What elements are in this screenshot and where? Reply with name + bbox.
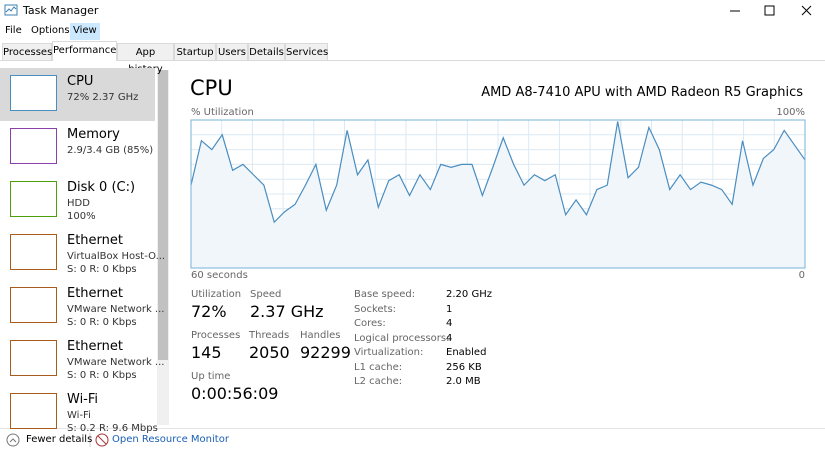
item-name: Disk 0 (C:) [67,180,136,195]
detail-label: Logical processors: [354,332,450,344]
x-axis-right: 0 [798,270,805,281]
sidebar-item[interactable]: Ethernet VMware Network ... S: 0 R: 0 Kbps [0,280,164,333]
monitor-icon-slash [97,435,107,445]
stat-label: Threads [249,330,290,341]
item-detail: 2.9/3.4 GB (85%) [67,145,154,156]
menu-item[interactable]: File [5,25,22,36]
item-name: Ethernet [67,233,123,248]
window-title: Task Manager [23,4,99,17]
item-name: CPU [67,74,94,89]
sidebar-item[interactable]: Memory 2.9/3.4 GB (85%) [0,121,155,174]
close[interactable] [801,5,812,16]
sidebar-item[interactable]: CPU 72% 2.37 GHz [0,68,155,121]
stat-label: Utilization [191,289,242,300]
detail-value: 2.20 GHz [446,289,492,300]
stat-value: 2050 [249,343,290,362]
thumbnail [10,128,57,164]
utilization-area [191,121,805,268]
item-detail: 100% [67,211,96,222]
y-axis-label: % Utilization [191,107,254,118]
item-detail: 72% 2.37 GHz [67,92,139,103]
detail-value: 256 KB [446,361,482,373]
item-detail: VMware Network ... [67,304,165,315]
detail-label: Sockets: [354,303,397,315]
sidebar-item[interactable]: Ethernet VMware Network ... S: 0 R: 0 Kbps [0,333,164,386]
stat-value: 72% [191,302,227,321]
open-resource-monitor[interactable]: Open Resource Monitor [112,434,229,445]
tab[interactable]: Services [285,43,328,60]
stat-label: Up time [191,371,231,382]
stat-value: 0:00:56:09 [191,384,279,403]
detail-value: 4 [446,318,453,329]
stat-label: Processes [191,330,241,341]
app-icon-line [5,6,17,13]
thumbnail [10,340,57,376]
detail-value: 4 [446,332,453,344]
scrollbar-thumb[interactable] [158,70,168,360]
item-detail: Wi-Fi [67,410,91,421]
detail-label: Cores: [354,318,386,329]
monitor-icon[interactable] [95,433,109,447]
detail-label: Base speed: [354,289,416,300]
item-detail: VirtualBox Host-O... [67,251,166,262]
detail-label: Virtualization: [354,347,424,358]
tab[interactable]: App history [117,43,174,75]
detail-value: 1 [446,303,453,315]
sidebar-item[interactable]: Disk 0 (C:) HDD 100% [0,174,155,227]
tab[interactable]: Processes [2,43,52,60]
item-detail: S: 0 R: 0 Kbps [67,370,137,381]
thumbnail [10,393,57,429]
thumbnail [10,75,57,111]
fewer-chevron [9,438,17,443]
thumbnail [10,234,57,270]
item-name: Ethernet [67,286,123,301]
fewer-details[interactable]: Fewer details [26,434,93,445]
tab[interactable]: Users [216,43,248,60]
tab[interactable]: Startup [174,43,216,60]
stat-value: 145 [191,343,222,362]
thumbnail [10,287,57,323]
graph-border [190,119,806,269]
item-detail: S: 0 R: 0 Kbps [67,317,137,328]
detail-label: L1 cache: [354,361,403,373]
stat-value: 2.37 GHz [250,302,324,321]
item-detail: S: 0.2 R: 9.6 Mbps [67,423,158,434]
sidebar-item[interactable]: Ethernet VirtualBox Host-O... S: 0 R: 0 Kb… [0,227,165,280]
y-axis-max: 100% [776,107,805,118]
item-name: Ethernet [67,339,123,354]
utilization-line [190,121,806,224]
stat-label: Handles [300,330,341,341]
main-title: CPU [190,76,233,100]
item-name: Memory [67,127,120,142]
tab[interactable]: Details [248,43,285,60]
menu-item[interactable]: View [73,25,97,36]
item-detail: HDD [67,198,90,209]
item-detail: VMware Network ... [67,357,165,368]
item-name: Wi-Fi [67,392,99,407]
stat-label: Speed [250,289,282,300]
menu-item[interactable]: Options [31,25,70,36]
cpu-graph [190,119,806,269]
detail-value: Enabled [446,347,487,358]
x-axis-left: 60 seconds [191,270,248,281]
maximize[interactable] [764,5,775,16]
detail-value: 2.0 MB [446,376,481,387]
thumbnail [10,181,57,217]
menu-highlight [70,23,100,40]
detail-label: L2 cache: [354,376,403,387]
tab[interactable]: Performance [52,41,117,61]
app-icon [4,4,18,16]
sidebar-item[interactable]: Wi-Fi Wi-Fi S: 0.2 R: 9.6 Mbps [0,386,158,439]
fewer-icon[interactable] [6,433,20,447]
item-detail: S: 0 R: 0 Kbps [67,264,137,275]
stat-value: 92299 [300,343,351,362]
cpu-model: AMD A8-7410 APU with AMD Radeon R5 Graph… [481,85,803,100]
